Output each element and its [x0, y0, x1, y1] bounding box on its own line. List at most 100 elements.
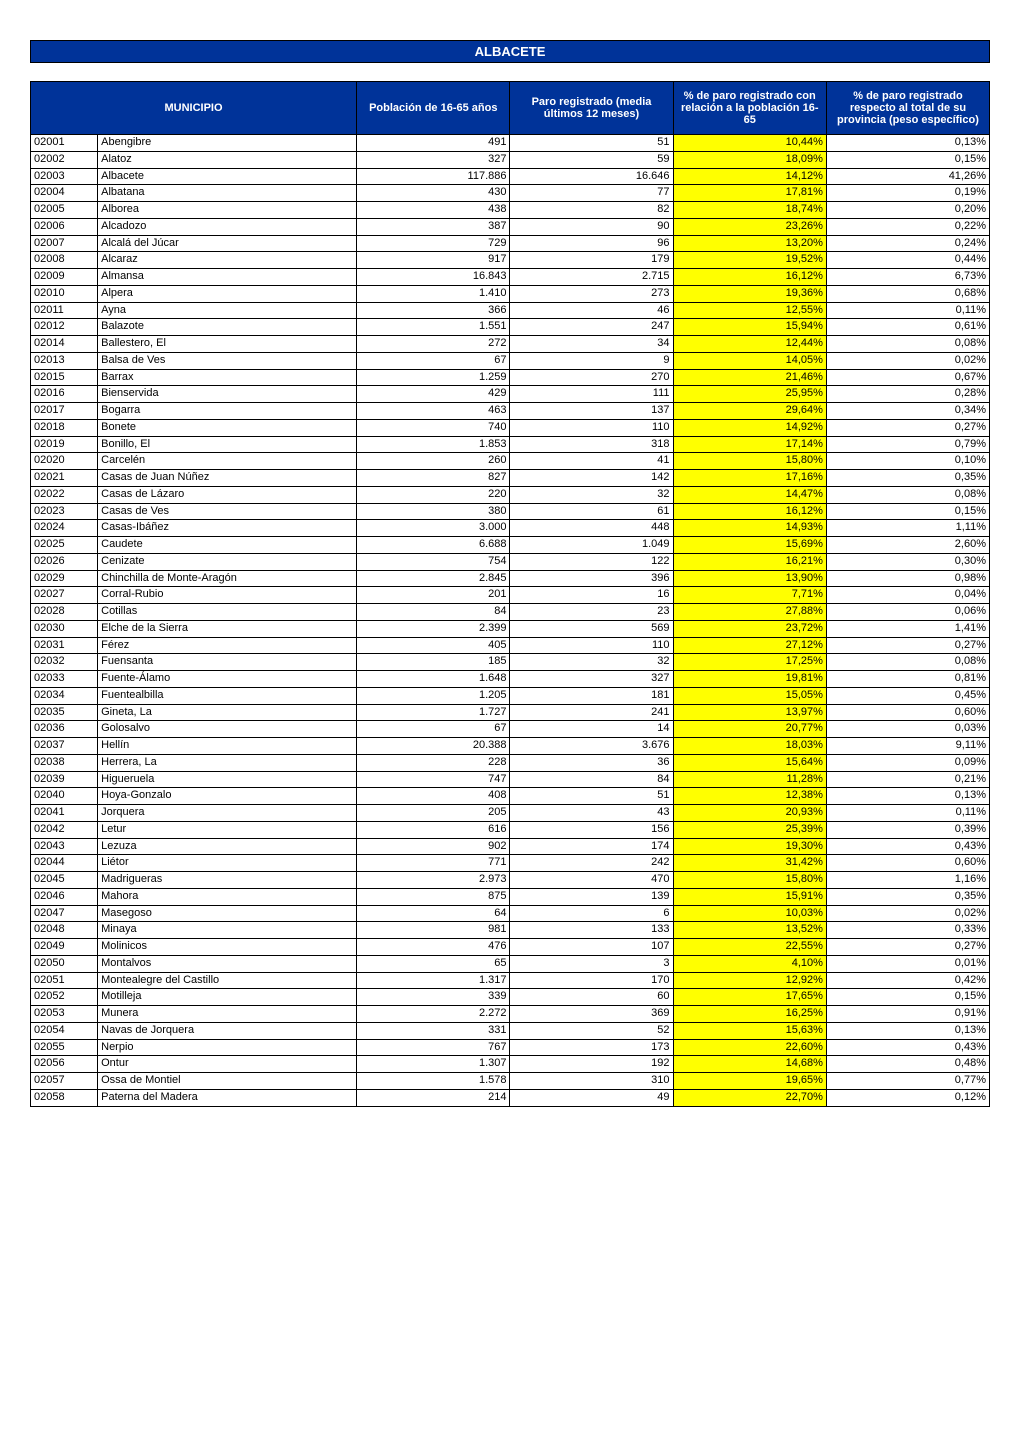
cell-code: 02009	[31, 269, 98, 286]
header-municipio: MUNICIPIO	[31, 82, 357, 135]
cell-pct-poblacion: 17,81%	[673, 185, 826, 202]
table-row: 02057Ossa de Montiel1.57831019,65%0,77%	[31, 1073, 990, 1090]
cell-code: 02054	[31, 1022, 98, 1039]
cell-pct-poblacion: 23,26%	[673, 218, 826, 235]
cell-name: Navas de Jorquera	[98, 1022, 357, 1039]
cell-pct-poblacion: 27,12%	[673, 637, 826, 654]
cell-name: Herrera, La	[98, 754, 357, 771]
cell-name: Munera	[98, 1006, 357, 1023]
cell-code: 02023	[31, 503, 98, 520]
cell-paro: 111	[510, 386, 673, 403]
cell-paro: 122	[510, 553, 673, 570]
cell-pct-provincia: 0,06%	[826, 604, 989, 621]
cell-code: 02057	[31, 1073, 98, 1090]
cell-code: 02018	[31, 419, 98, 436]
cell-pct-provincia: 0,60%	[826, 855, 989, 872]
cell-poblacion: 405	[357, 637, 510, 654]
cell-poblacion: 1.578	[357, 1073, 510, 1090]
cell-code: 02037	[31, 738, 98, 755]
cell-poblacion: 476	[357, 939, 510, 956]
cell-pct-provincia: 6,73%	[826, 269, 989, 286]
cell-code: 02047	[31, 905, 98, 922]
cell-poblacion: 491	[357, 135, 510, 152]
cell-poblacion: 771	[357, 855, 510, 872]
cell-poblacion: 2.845	[357, 570, 510, 587]
cell-pct-poblacion: 12,55%	[673, 302, 826, 319]
cell-pct-provincia: 0,98%	[826, 570, 989, 587]
cell-poblacion: 875	[357, 888, 510, 905]
table-row: 02006Alcadozo3879023,26%0,22%	[31, 218, 990, 235]
cell-paro: 61	[510, 503, 673, 520]
cell-poblacion: 67	[357, 352, 510, 369]
cell-pct-poblacion: 22,55%	[673, 939, 826, 956]
cell-pct-provincia: 0,08%	[826, 486, 989, 503]
cell-pct-provincia: 0,21%	[826, 771, 989, 788]
cell-name: Balsa de Ves	[98, 352, 357, 369]
cell-paro: 327	[510, 671, 673, 688]
cell-paro: 174	[510, 838, 673, 855]
cell-pct-provincia: 0,79%	[826, 436, 989, 453]
cell-code: 02014	[31, 336, 98, 353]
cell-name: Casas-Ibáñez	[98, 520, 357, 537]
table-row: 02004Albatana4307717,81%0,19%	[31, 185, 990, 202]
cell-poblacion: 408	[357, 788, 510, 805]
cell-pct-provincia: 0,35%	[826, 470, 989, 487]
cell-poblacion: 228	[357, 754, 510, 771]
cell-pct-poblacion: 20,77%	[673, 721, 826, 738]
cell-poblacion: 380	[357, 503, 510, 520]
cell-pct-provincia: 0,09%	[826, 754, 989, 771]
cell-pct-provincia: 1,41%	[826, 620, 989, 637]
table-row: 02051Montealegre del Castillo1.31717012,…	[31, 972, 990, 989]
cell-poblacion: 65	[357, 955, 510, 972]
cell-poblacion: 1.307	[357, 1056, 510, 1073]
cell-paro: 470	[510, 872, 673, 889]
cell-paro: 242	[510, 855, 673, 872]
cell-code: 02052	[31, 989, 98, 1006]
cell-code: 02035	[31, 704, 98, 721]
cell-pct-poblacion: 21,46%	[673, 369, 826, 386]
cell-poblacion: 20.388	[357, 738, 510, 755]
cell-pct-poblacion: 22,70%	[673, 1089, 826, 1106]
cell-paro: 110	[510, 637, 673, 654]
cell-pct-poblacion: 13,90%	[673, 570, 826, 587]
table-row: 02052Motilleja3396017,65%0,15%	[31, 989, 990, 1006]
table-row: 02038Herrera, La2283615,64%0,09%	[31, 754, 990, 771]
cell-name: Alborea	[98, 202, 357, 219]
table-row: 02039Higueruela7478411,28%0,21%	[31, 771, 990, 788]
cell-pct-poblacion: 23,72%	[673, 620, 826, 637]
cell-pct-provincia: 9,11%	[826, 738, 989, 755]
cell-poblacion: 387	[357, 218, 510, 235]
cell-pct-poblacion: 12,38%	[673, 788, 826, 805]
cell-code: 02012	[31, 319, 98, 336]
cell-name: Alcalá del Júcar	[98, 235, 357, 252]
cell-poblacion: 331	[357, 1022, 510, 1039]
cell-code: 02049	[31, 939, 98, 956]
cell-pct-provincia: 0,15%	[826, 503, 989, 520]
cell-code: 02027	[31, 587, 98, 604]
cell-code: 02020	[31, 453, 98, 470]
cell-paro: 14	[510, 721, 673, 738]
cell-paro: 43	[510, 805, 673, 822]
cell-poblacion: 205	[357, 805, 510, 822]
cell-pct-poblacion: 15,64%	[673, 754, 826, 771]
cell-name: Elche de la Sierra	[98, 620, 357, 637]
cell-code: 02038	[31, 754, 98, 771]
cell-name: Paterna del Madera	[98, 1089, 357, 1106]
cell-name: Liétor	[98, 855, 357, 872]
header-poblacion: Población de 16-65 años	[357, 82, 510, 135]
cell-pct-poblacion: 10,03%	[673, 905, 826, 922]
cell-pct-poblacion: 19,36%	[673, 285, 826, 302]
cell-pct-provincia: 0,68%	[826, 285, 989, 302]
cell-code: 02044	[31, 855, 98, 872]
cell-pct-poblacion: 19,52%	[673, 252, 826, 269]
cell-pct-poblacion: 15,94%	[673, 319, 826, 336]
cell-pct-poblacion: 19,65%	[673, 1073, 826, 1090]
cell-code: 02058	[31, 1089, 98, 1106]
cell-pct-provincia: 0,22%	[826, 218, 989, 235]
cell-paro: 36	[510, 754, 673, 771]
header-pct-paro-poblacion: % de paro registrado con relación a la p…	[673, 82, 826, 135]
cell-paro: 310	[510, 1073, 673, 1090]
table-row: 02055Nerpio76717322,60%0,43%	[31, 1039, 990, 1056]
cell-paro: 51	[510, 788, 673, 805]
cell-paro: 569	[510, 620, 673, 637]
